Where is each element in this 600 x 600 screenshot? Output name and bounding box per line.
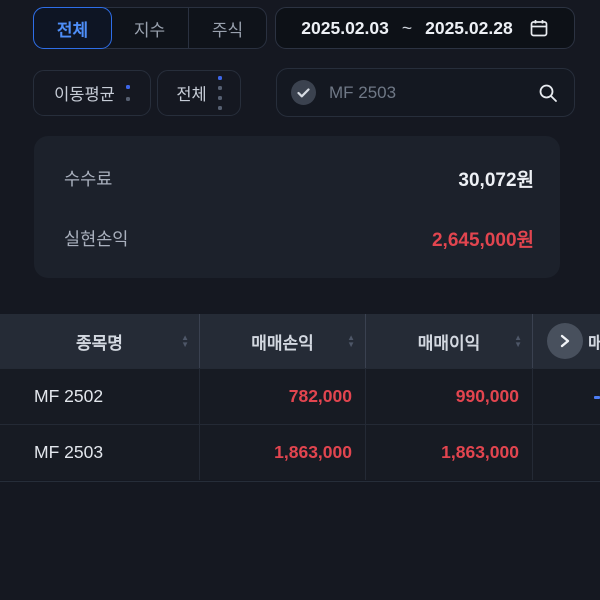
commission-label: 수수료 xyxy=(64,168,113,189)
tab-index[interactable]: 지수 xyxy=(133,20,166,40)
realized-pnl-value: 2,645,000원 xyxy=(431,229,534,251)
date-range-start: 2025.02.03 xyxy=(301,17,389,38)
pnl-summary-card: 수수료 30,072원 실현손익 2,645,000원 xyxy=(34,136,560,278)
table-header-row: 종목명 ▲▼ 매매손익 ▲▼ 매매이익 ▲▼ 매 xyxy=(0,314,600,368)
calendar-icon xyxy=(529,18,549,38)
tab-all[interactable]: 전체 xyxy=(33,7,112,49)
column-header-trade-profit[interactable]: 매매이익 ▲ ▼ xyxy=(366,314,533,368)
trade-profit-cell: 990,000 xyxy=(366,369,533,424)
commission-value: 30,072원 xyxy=(458,169,534,191)
realized-pnl-row: 실현손익 2,645,000원 xyxy=(64,225,534,251)
column-header-partial: 매 xyxy=(533,314,600,368)
symbol-search-value: MF 2503 xyxy=(329,82,397,102)
date-range-picker[interactable]: 2025.02.03 ~ 2025.02.28 xyxy=(275,7,575,49)
asset-type-tab-group: 전체 지수 주식 xyxy=(33,7,267,49)
column-header-trade-pnl[interactable]: 매매손익 ▲ ▼ xyxy=(200,314,366,368)
trade-profit-cell: 1,863,000 xyxy=(366,425,533,480)
dots-indicator-icon xyxy=(125,85,130,101)
trade-pnl-cell: 1,863,000 xyxy=(200,425,366,480)
commission-row: 수수료 30,072원 xyxy=(64,165,534,191)
clipped-value-fragment xyxy=(594,396,600,399)
sort-arrows-icon: ▲ ▼ xyxy=(347,333,355,349)
symbol-cell: MF 2502 xyxy=(0,369,200,424)
scope-filter-button[interactable]: 전체 xyxy=(157,70,241,116)
chevron-right-icon[interactable] xyxy=(547,323,583,359)
search-icon[interactable] xyxy=(538,83,558,103)
sort-arrows-icon: ▲ ▼ xyxy=(181,333,189,349)
symbol-search-input[interactable]: MF 2503 xyxy=(276,68,575,117)
results-table: 종목명 ▲▼ 매매손익 ▲▼ 매매이익 ▲▼ 매 MF 2502 782,000… xyxy=(0,314,600,482)
dots-indicator-icon xyxy=(217,76,222,110)
sort-arrows-icon: ▲ ▼ xyxy=(514,333,522,349)
date-range-separator: ~ xyxy=(401,17,413,38)
table-row[interactable]: MF 2503 1,863,000 1,863,000 xyxy=(0,424,600,480)
moving-average-filter-label: 이동평균 xyxy=(54,86,115,104)
realized-pnl-label: 실현손익 xyxy=(64,228,129,249)
check-circle-icon[interactable] xyxy=(291,80,316,105)
column-header-symbol[interactable]: 종목명 ▲ ▼ xyxy=(0,314,200,368)
date-range-end: 2025.02.28 xyxy=(425,17,513,38)
table-row[interactable]: MF 2502 782,000 990,000 xyxy=(0,368,600,424)
partial-cell xyxy=(533,369,600,424)
tab-stock[interactable]: 주식 xyxy=(188,8,266,48)
symbol-cell: MF 2503 xyxy=(0,425,200,480)
moving-average-filter-button[interactable]: 이동평균 xyxy=(33,70,151,116)
trade-pnl-cell: 782,000 xyxy=(200,369,366,424)
scope-filter-label: 전체 xyxy=(176,86,207,104)
partial-cell xyxy=(533,425,600,480)
